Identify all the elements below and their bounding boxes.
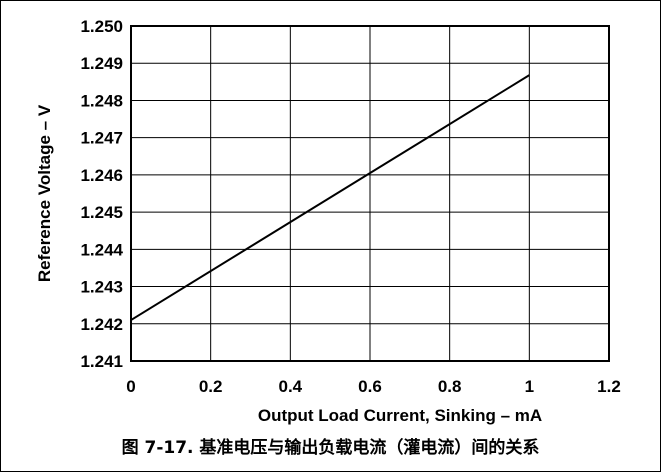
x-tick-label: 0.8 (438, 377, 462, 396)
figure-caption: 图 7-17. 基准电压与输出负载电流（灌电流）间的关系 (121, 438, 540, 458)
y-tick-label: 1.244 (80, 240, 123, 259)
series-line (130, 74, 530, 321)
x-tick-label: 1 (525, 377, 534, 396)
y-tick-label: 1.241 (80, 352, 123, 371)
y-tick-label: 1.249 (80, 54, 123, 73)
y-tick-label: 1.248 (80, 91, 123, 110)
x-tick-label: 1.2 (597, 377, 621, 396)
y-tick-label: 1.246 (80, 166, 123, 185)
grid (130, 25, 610, 362)
y-axis-label: Reference Voltage – V (35, 104, 54, 282)
x-tick-label: 0.6 (358, 377, 382, 396)
series-layer (130, 74, 530, 321)
y-tick-label: 1.245 (80, 203, 123, 222)
line-chart: 0 0.2 0.4 0.6 0.8 1 1.2 1.2411.2421.2431.2441.… (35, 17, 621, 425)
y-tick-label: 1.242 (80, 315, 123, 334)
x-tick-label: 0.4 (279, 377, 303, 396)
y-tick-label: 1.243 (80, 278, 123, 297)
x-tick-labels: 0 0.2 0.4 0.6 0.8 1 1.2 (126, 377, 621, 396)
y-tick-label: 1.250 (80, 17, 123, 36)
x-axis-label: Output Load Current, Sinking – mA (258, 406, 542, 425)
x-tick-label: 0.2 (199, 377, 223, 396)
y-tick-labels: 1.241 1.242 1.243 1.244 1.245 1.246 1.247 1.248… (80, 17, 123, 371)
y-tick-label: 1.247 (80, 129, 123, 148)
plot-area (130, 25, 610, 362)
x-tick-label: 0 (126, 377, 135, 396)
